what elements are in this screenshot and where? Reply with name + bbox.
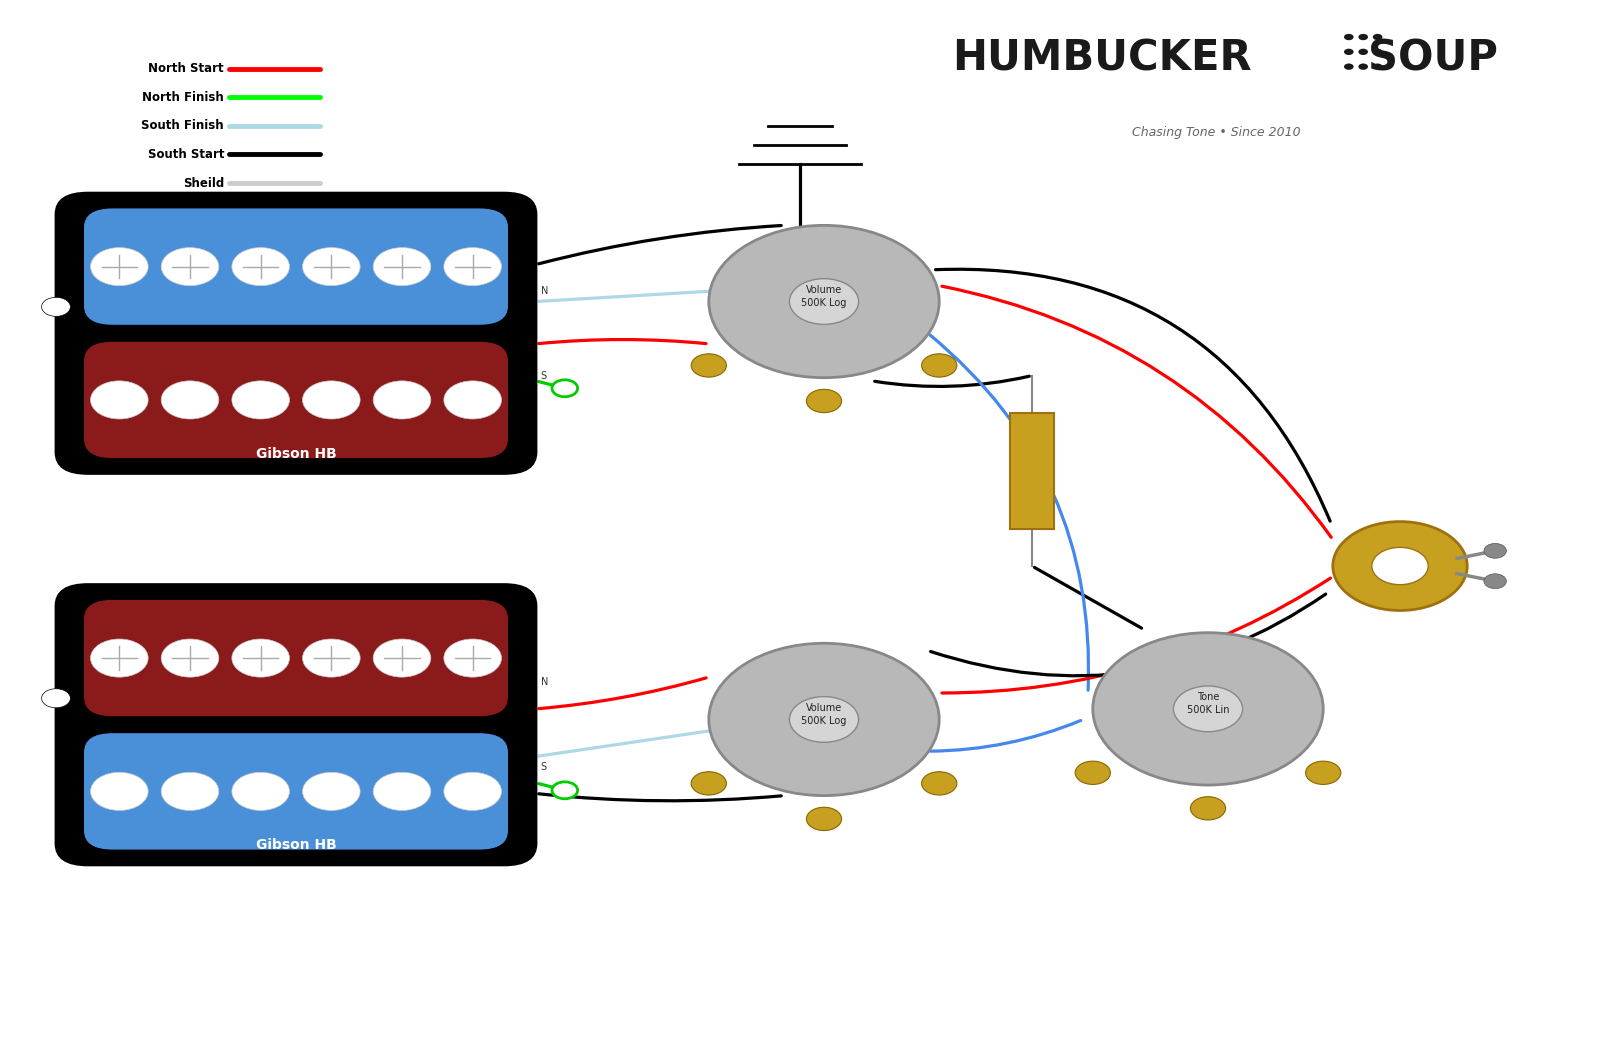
Circle shape	[789, 696, 859, 743]
Circle shape	[42, 689, 70, 708]
Circle shape	[91, 381, 149, 419]
Text: SOUP: SOUP	[1368, 37, 1498, 79]
Circle shape	[922, 771, 957, 795]
Text: HUMBUCKER: HUMBUCKER	[952, 37, 1251, 79]
Circle shape	[1373, 63, 1382, 70]
Circle shape	[709, 225, 939, 378]
Circle shape	[552, 380, 578, 397]
Circle shape	[443, 248, 501, 286]
Circle shape	[42, 297, 70, 316]
Circle shape	[1173, 686, 1243, 732]
Circle shape	[1344, 34, 1354, 40]
Circle shape	[691, 353, 726, 377]
Text: South Finish: South Finish	[141, 120, 224, 132]
Circle shape	[373, 381, 430, 419]
Circle shape	[1306, 761, 1341, 784]
FancyBboxPatch shape	[56, 584, 536, 865]
Circle shape	[1373, 34, 1382, 40]
Circle shape	[806, 807, 842, 831]
Circle shape	[302, 772, 360, 810]
Circle shape	[1358, 34, 1368, 40]
Circle shape	[1093, 633, 1323, 785]
Circle shape	[806, 389, 842, 413]
Circle shape	[1371, 547, 1429, 585]
FancyBboxPatch shape	[83, 600, 509, 716]
Circle shape	[162, 639, 219, 677]
Circle shape	[302, 248, 360, 286]
Circle shape	[91, 639, 149, 677]
Circle shape	[1190, 797, 1226, 820]
Circle shape	[232, 772, 290, 810]
Circle shape	[1344, 63, 1354, 70]
Circle shape	[373, 639, 430, 677]
Circle shape	[552, 782, 578, 799]
Text: North Finish: North Finish	[142, 91, 224, 104]
Circle shape	[162, 381, 219, 419]
FancyBboxPatch shape	[83, 342, 509, 458]
Bar	[1010, 413, 1054, 529]
Text: Chasing Tone • Since 2010: Chasing Tone • Since 2010	[1131, 126, 1301, 139]
Text: S: S	[541, 762, 547, 772]
Circle shape	[91, 772, 149, 810]
Circle shape	[709, 643, 939, 796]
Circle shape	[1373, 49, 1382, 55]
Circle shape	[232, 248, 290, 286]
Circle shape	[162, 772, 219, 810]
Circle shape	[91, 248, 149, 286]
FancyBboxPatch shape	[83, 733, 509, 850]
Circle shape	[373, 772, 430, 810]
Circle shape	[232, 381, 290, 419]
Text: S: S	[541, 370, 547, 381]
Circle shape	[1075, 761, 1110, 784]
Text: N: N	[541, 286, 549, 296]
Circle shape	[443, 639, 501, 677]
Circle shape	[302, 381, 360, 419]
Circle shape	[789, 278, 859, 325]
Circle shape	[1483, 573, 1506, 588]
Circle shape	[922, 353, 957, 377]
Text: Gibson HB: Gibson HB	[256, 446, 336, 461]
Text: Tone
500K Lin: Tone 500K Lin	[1187, 692, 1229, 715]
Text: Gibson HB: Gibson HB	[256, 838, 336, 853]
Circle shape	[162, 248, 219, 286]
Text: Sheild: Sheild	[182, 177, 224, 189]
Circle shape	[443, 772, 501, 810]
Circle shape	[1358, 49, 1368, 55]
Circle shape	[1333, 522, 1467, 610]
Circle shape	[691, 771, 726, 795]
Circle shape	[443, 381, 501, 419]
Circle shape	[1358, 63, 1368, 70]
FancyBboxPatch shape	[56, 193, 536, 474]
Text: Volume
500K Log: Volume 500K Log	[802, 703, 846, 726]
Circle shape	[232, 639, 290, 677]
Circle shape	[1344, 49, 1354, 55]
Text: North Start: North Start	[149, 62, 224, 75]
Text: South Start: South Start	[147, 148, 224, 161]
Circle shape	[1483, 544, 1506, 559]
Circle shape	[373, 248, 430, 286]
Text: N: N	[541, 677, 549, 688]
FancyBboxPatch shape	[83, 208, 509, 325]
Circle shape	[302, 639, 360, 677]
Text: Volume
500K Log: Volume 500K Log	[802, 285, 846, 308]
